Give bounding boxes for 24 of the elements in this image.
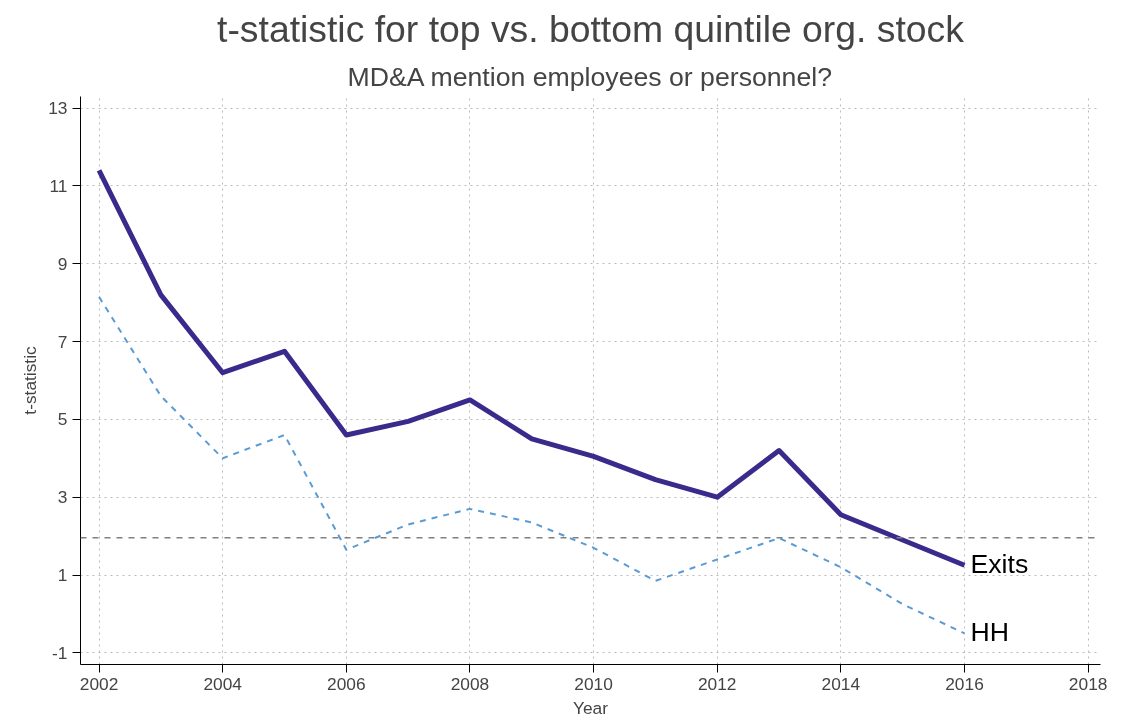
series-label: Exits [970, 549, 1029, 580]
chart-subtitle: MD&A mention employees or personnel? [347, 61, 833, 92]
x-tick-label: 2018 [1068, 673, 1108, 694]
y-tick-label: 9 [57, 253, 68, 274]
x-tick-label: 2012 [697, 673, 737, 694]
y-tick-label: 13 [48, 98, 68, 119]
x-tick-label: 2006 [327, 673, 366, 694]
x-tick-label: 2014 [821, 673, 861, 694]
x-tick-label: 2008 [450, 673, 490, 694]
x-tick-label: 2004 [203, 673, 243, 694]
x-axis-title: Year [572, 697, 609, 718]
series-label: HH [970, 617, 1010, 648]
chart-title: t-statistic for top vs. bottom quintile org. stock [217, 7, 965, 50]
line-series [98, 295, 966, 635]
y-tick-label: 5 [57, 409, 68, 430]
y-axis-title: t-statistic [20, 345, 41, 415]
y-tick-label: 3 [57, 487, 68, 508]
x-tick-label: 2002 [79, 673, 119, 694]
y-tick-label: 7 [57, 331, 68, 352]
y-tick-label: 11 [49, 175, 68, 196]
y-tick-label: -1 [52, 642, 68, 663]
y-tick-label: 1 [57, 565, 68, 586]
x-tick-label: 2010 [574, 673, 613, 694]
x-tick-label: 2016 [945, 673, 984, 694]
